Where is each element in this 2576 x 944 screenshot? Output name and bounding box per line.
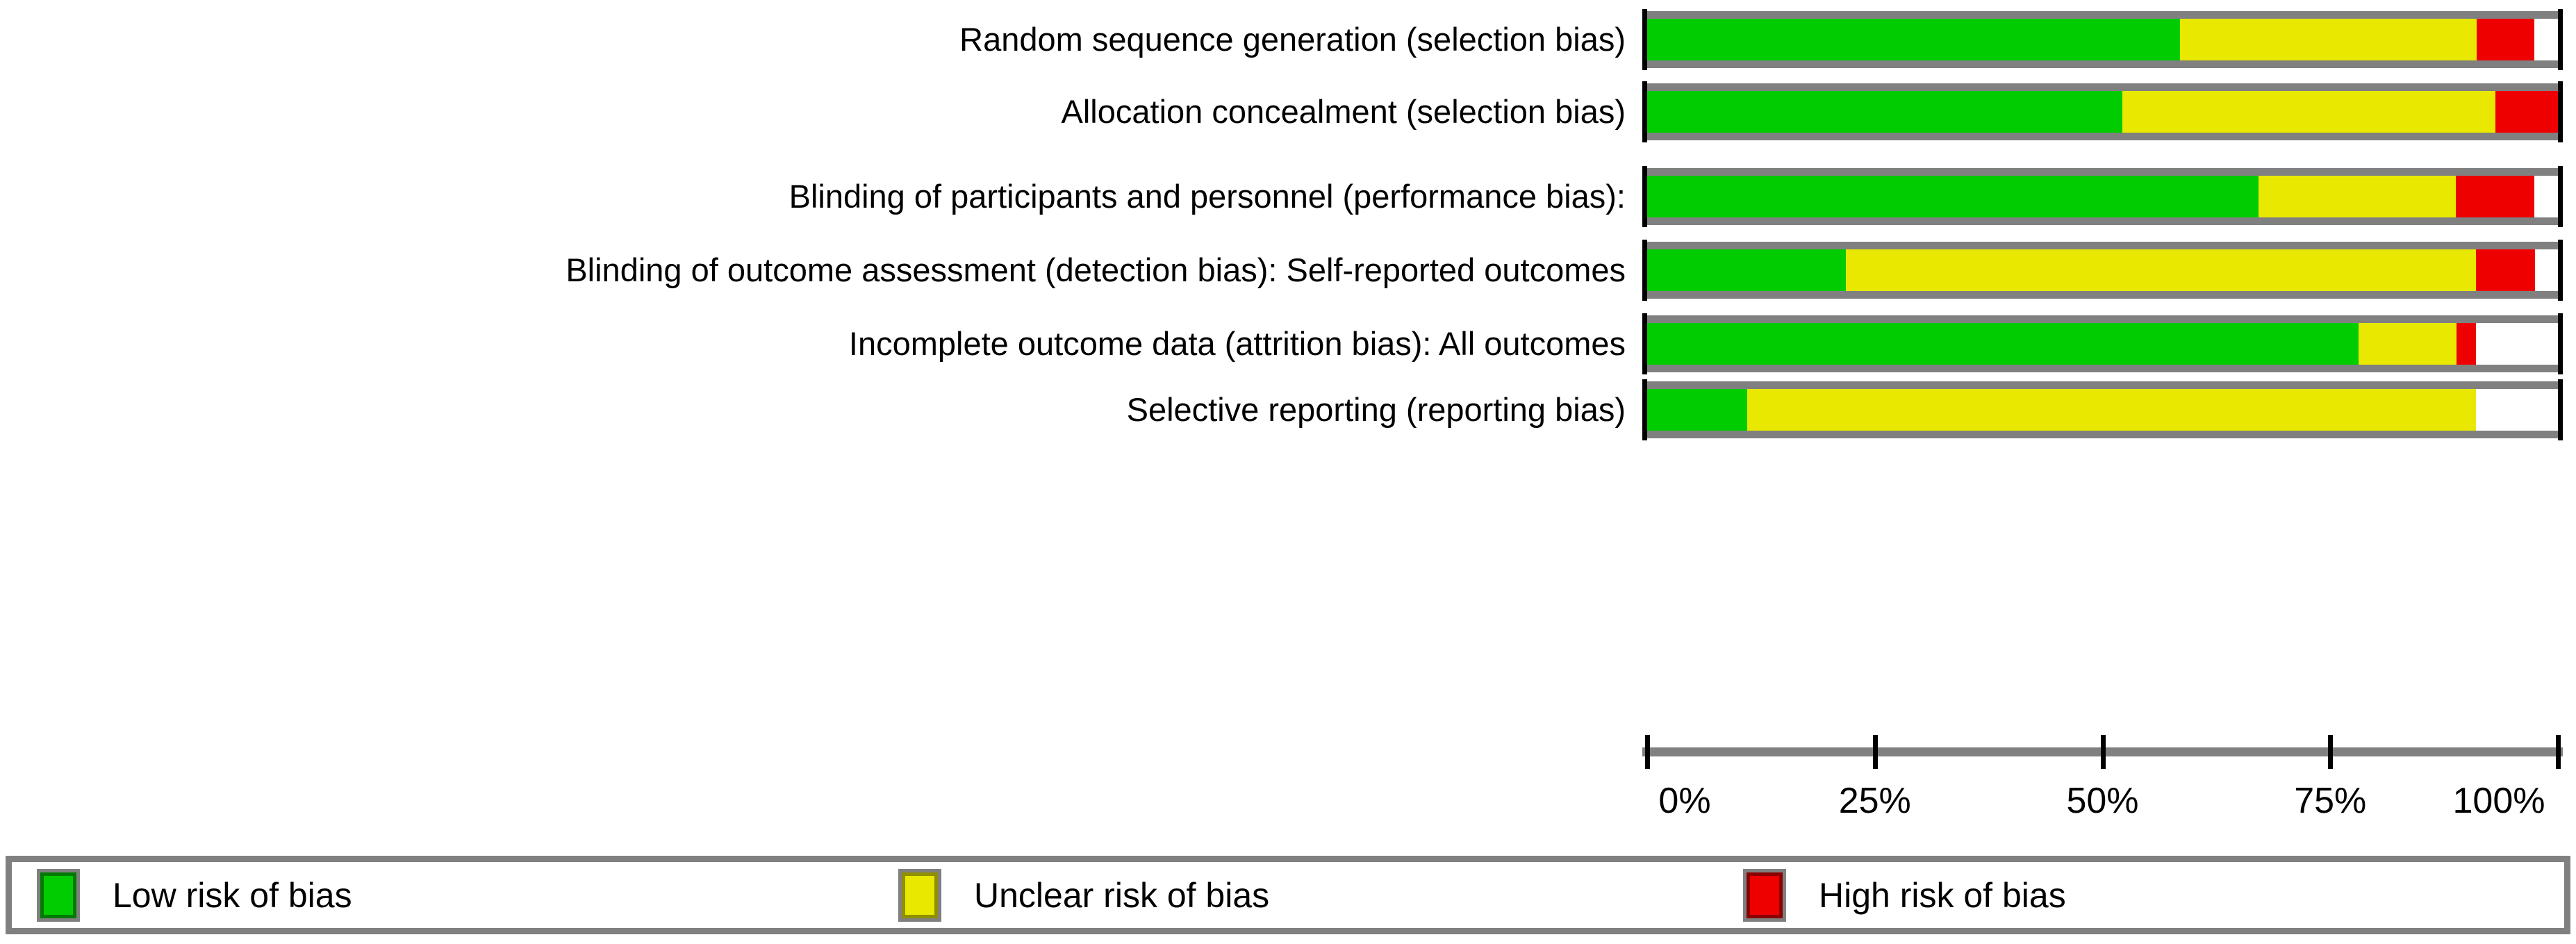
legend-item: Low risk of bias: [40, 862, 352, 928]
segment-blank: [2534, 19, 2558, 60]
bar-left-cap: [1642, 81, 1647, 142]
x-axis-tick-label: 25%: [1838, 781, 1911, 821]
bar-frame-top-line: [1642, 315, 2563, 323]
bar-right-cap: [2558, 379, 2563, 440]
chart-row: Selective reporting (reporting bias): [0, 379, 2576, 440]
bar-left-cap: [1642, 240, 1647, 301]
legend-item-label: High risk of bias: [1819, 875, 2066, 915]
segment-unclear-risk: [2358, 323, 2457, 365]
chart-row: Allocation concealment (selection bias): [0, 81, 2576, 142]
bar-right-cap: [2558, 240, 2563, 301]
legend-swatch: [40, 872, 76, 918]
segment-high-risk: [2476, 249, 2536, 291]
legend-swatch: [902, 872, 938, 918]
stacked-bar: [1642, 166, 2563, 227]
chart-row: Random sequence generation (selection bi…: [0, 9, 2576, 70]
segment-low-risk: [1647, 389, 1748, 431]
x-axis-tick: [1872, 735, 1878, 769]
segment-blank: [2535, 249, 2558, 291]
chart-row: Blinding of outcome assessment (detectio…: [0, 240, 2576, 301]
chart-row: Blinding of participants and personnel (…: [0, 166, 2576, 227]
category-label: Allocation concealment (selection bias): [1061, 93, 1626, 130]
bar-frame-top-line: [1642, 83, 2563, 91]
category-label: Selective reporting (reporting bias): [1126, 391, 1626, 428]
legend-item: High risk of bias: [1747, 862, 2066, 928]
bar-left-cap: [1642, 379, 1647, 440]
category-label: Random sequence generation (selection bi…: [959, 21, 1626, 58]
category-label: Blinding of participants and personnel (…: [789, 178, 1626, 215]
segment-high-risk: [2457, 323, 2476, 365]
x-axis-tick: [1645, 735, 1650, 769]
bar-frame-bottom-line: [1642, 60, 2563, 68]
stacked-bar: [1642, 240, 2563, 301]
chart-row: Incomplete outcome data (attrition bias)…: [0, 313, 2576, 374]
bar-frame-bottom-line: [1642, 133, 2563, 140]
legend: Low risk of bias Unclear risk of bias Hi…: [6, 856, 2570, 934]
bar-right-cap: [2558, 166, 2563, 227]
bar-track: [1647, 176, 2558, 217]
x-axis-tick-label: 50%: [2066, 781, 2139, 821]
segment-high-risk: [2495, 91, 2558, 133]
segment-low-risk: [1647, 176, 2259, 217]
segment-blank: [2475, 323, 2558, 365]
bar-frame-bottom-line: [1642, 365, 2563, 372]
stacked-bar: [1642, 313, 2563, 374]
x-axis-tick-label: 0%: [1658, 781, 1711, 821]
bar-frame-top-line: [1642, 381, 2563, 389]
bar-frame-top-line: [1642, 168, 2563, 176]
category-label: Incomplete outcome data (attrition bias)…: [848, 325, 1626, 362]
bar-frame-top-line: [1642, 242, 2563, 249]
bar-left-cap: [1642, 166, 1647, 227]
bar-frame-bottom-line: [1642, 291, 2563, 299]
x-axis-tick: [2556, 735, 2561, 769]
segment-low-risk: [1647, 323, 2359, 365]
bar-right-cap: [2558, 81, 2563, 142]
bar-track: [1647, 91, 2558, 133]
legend-item-label: Unclear risk of bias: [974, 875, 1270, 915]
stacked-bar: [1642, 81, 2563, 142]
segment-low-risk: [1647, 19, 2180, 60]
bar-frame-top-line: [1642, 11, 2563, 19]
x-axis-tick: [2100, 735, 2106, 769]
legend-item-label: Low risk of bias: [113, 875, 352, 915]
legend-item: Unclear risk of bias: [902, 862, 1269, 928]
segment-low-risk: [1647, 91, 2123, 133]
segment-unclear-risk: [2258, 176, 2457, 217]
bar-left-cap: [1642, 9, 1647, 70]
bar-frame-bottom-line: [1642, 431, 2563, 438]
bar-track: [1647, 19, 2558, 60]
segment-unclear-risk: [2179, 19, 2477, 60]
segment-high-risk: [2477, 19, 2534, 60]
segment-blank: [2476, 389, 2558, 431]
bar-right-cap: [2558, 9, 2563, 70]
x-axis-tick: [2328, 735, 2334, 769]
segment-unclear-risk: [1845, 249, 2476, 291]
segment-blank: [2534, 176, 2558, 217]
x-axis-tick-label: 75%: [2294, 781, 2367, 821]
x-axis-tick-label: 100%: [2452, 781, 2545, 821]
bar-track: [1647, 323, 2558, 365]
bar-right-cap: [2558, 313, 2563, 374]
bar-frame-bottom-line: [1642, 217, 2563, 225]
bar-track: [1647, 249, 2558, 291]
bar-left-cap: [1642, 313, 1647, 374]
category-label: Blinding of outcome assessment (detectio…: [565, 251, 1626, 288]
bar-track: [1647, 389, 2558, 431]
segment-unclear-risk: [2122, 91, 2495, 133]
stacked-bar: [1642, 9, 2563, 70]
stacked-bar: [1642, 379, 2563, 440]
legend-swatch: [1747, 872, 1783, 918]
segment-low-risk: [1647, 249, 1846, 291]
segment-high-risk: [2456, 176, 2534, 217]
segment-unclear-risk: [1747, 389, 2476, 431]
